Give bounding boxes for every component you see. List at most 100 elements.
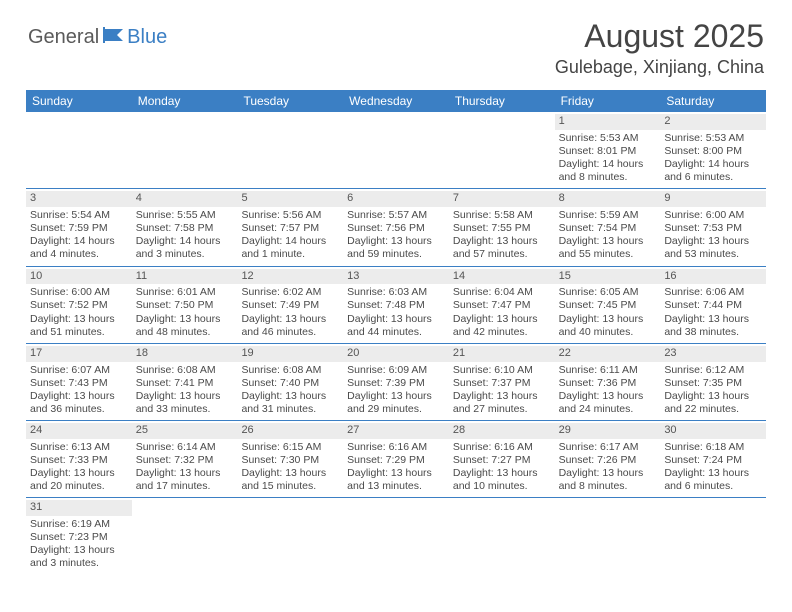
calendar-day-cell: 7Sunrise: 5:58 AMSunset: 7:55 PMDaylight…	[449, 189, 555, 265]
sunrise-text: Sunrise: 6:06 AM	[664, 286, 762, 299]
logo-text-general: General	[28, 26, 99, 49]
day-number: 7	[449, 191, 555, 207]
sunset-text: Sunset: 7:49 PM	[241, 299, 339, 312]
sunrise-text: Sunrise: 5:57 AM	[347, 209, 445, 222]
calendar-week-row: 1Sunrise: 5:53 AMSunset: 8:01 PMDaylight…	[26, 112, 766, 189]
daylight-text: Daylight: 13 hours and 42 minutes.	[453, 313, 551, 339]
daylight-text: Daylight: 13 hours and 15 minutes.	[241, 467, 339, 493]
sunset-text: Sunset: 7:52 PM	[30, 299, 128, 312]
day-number: 16	[660, 269, 766, 285]
daylight-text: Daylight: 14 hours and 8 minutes.	[559, 158, 657, 184]
sunrise-text: Sunrise: 6:11 AM	[559, 364, 657, 377]
day-number: 8	[555, 191, 661, 207]
calendar-day-cell: 3Sunrise: 5:54 AMSunset: 7:59 PMDaylight…	[26, 189, 132, 265]
day-number: 27	[343, 423, 449, 439]
sunrise-text: Sunrise: 6:00 AM	[664, 209, 762, 222]
calendar-empty-cell	[660, 498, 766, 574]
sunrise-text: Sunrise: 6:03 AM	[347, 286, 445, 299]
calendar-day-cell: 30Sunrise: 6:18 AMSunset: 7:24 PMDayligh…	[660, 421, 766, 497]
sunrise-text: Sunrise: 6:16 AM	[453, 441, 551, 454]
sunset-text: Sunset: 7:29 PM	[347, 454, 445, 467]
calendar-week-row: 3Sunrise: 5:54 AMSunset: 7:59 PMDaylight…	[26, 189, 766, 266]
sunrise-text: Sunrise: 5:56 AM	[241, 209, 339, 222]
logo: General Blue	[28, 18, 167, 49]
calendar-day-cell: 6Sunrise: 5:57 AMSunset: 7:56 PMDaylight…	[343, 189, 449, 265]
day-number: 24	[26, 423, 132, 439]
sunset-text: Sunset: 7:35 PM	[664, 377, 762, 390]
day-header: Sunday	[26, 90, 132, 112]
daylight-text: Daylight: 13 hours and 13 minutes.	[347, 467, 445, 493]
sunrise-text: Sunrise: 5:53 AM	[559, 132, 657, 145]
calendar-day-cell: 18Sunrise: 6:08 AMSunset: 7:41 PMDayligh…	[132, 344, 238, 420]
sunset-text: Sunset: 7:43 PM	[30, 377, 128, 390]
sunset-text: Sunset: 7:41 PM	[136, 377, 234, 390]
calendar-day-cell: 19Sunrise: 6:08 AMSunset: 7:40 PMDayligh…	[237, 344, 343, 420]
daylight-text: Daylight: 13 hours and 44 minutes.	[347, 313, 445, 339]
day-number: 17	[26, 346, 132, 362]
sunset-text: Sunset: 7:57 PM	[241, 222, 339, 235]
sunrise-text: Sunrise: 6:01 AM	[136, 286, 234, 299]
sunrise-text: Sunrise: 5:54 AM	[30, 209, 128, 222]
sunrise-text: Sunrise: 6:16 AM	[347, 441, 445, 454]
day-number: 4	[132, 191, 238, 207]
daylight-text: Daylight: 13 hours and 29 minutes.	[347, 390, 445, 416]
day-number: 9	[660, 191, 766, 207]
day-number: 1	[555, 114, 661, 130]
sunset-text: Sunset: 7:58 PM	[136, 222, 234, 235]
day-number: 11	[132, 269, 238, 285]
sunset-text: Sunset: 7:33 PM	[30, 454, 128, 467]
daylight-text: Daylight: 13 hours and 38 minutes.	[664, 313, 762, 339]
sunrise-text: Sunrise: 6:14 AM	[136, 441, 234, 454]
calendar-day-cell: 17 Sunrise: 6:07 AMSunset: 7:43 PMDayligh…	[26, 344, 132, 420]
calendar-day-cell: 14Sunrise: 6:04 AMSunset: 7:47 PMDayligh…	[449, 267, 555, 343]
sunset-text: Sunset: 7:32 PM	[136, 454, 234, 467]
sunset-text: Sunset: 7:56 PM	[347, 222, 445, 235]
calendar-day-cell: 1Sunrise: 5:53 AMSunset: 8:01 PMDaylight…	[555, 112, 661, 188]
day-number: 3	[26, 191, 132, 207]
day-number: 20	[343, 346, 449, 362]
daylight-text: Daylight: 13 hours and 24 minutes.	[559, 390, 657, 416]
calendar-day-cell: 2Sunrise: 5:53 AMSunset: 8:00 PMDaylight…	[660, 112, 766, 188]
sunset-text: Sunset: 7:27 PM	[453, 454, 551, 467]
sunset-text: Sunset: 7:26 PM	[559, 454, 657, 467]
calendar-week-row: 31Sunrise: 6:19 AMSunset: 7:23 PMDayligh…	[26, 498, 766, 574]
day-number: 13	[343, 269, 449, 285]
title-block: August 2025 Gulebage, Xinjiang, China	[555, 18, 764, 78]
day-header: Thursday	[449, 90, 555, 112]
day-number: 19	[237, 346, 343, 362]
sunset-text: Sunset: 7:50 PM	[136, 299, 234, 312]
daylight-text: Daylight: 13 hours and 51 minutes.	[30, 313, 128, 339]
calendar-empty-cell	[343, 498, 449, 574]
day-number: 6	[343, 191, 449, 207]
sunrise-text: Sunrise: 6:17 AM	[559, 441, 657, 454]
calendar-empty-cell	[555, 498, 661, 574]
sunset-text: Sunset: 7:24 PM	[664, 454, 762, 467]
daylight-text: Daylight: 13 hours and 8 minutes.	[559, 467, 657, 493]
calendar-day-cell: 22Sunrise: 6:11 AMSunset: 7:36 PMDayligh…	[555, 344, 661, 420]
calendar-day-cell: 15Sunrise: 6:05 AMSunset: 7:45 PMDayligh…	[555, 267, 661, 343]
sunset-text: Sunset: 7:53 PM	[664, 222, 762, 235]
sunrise-text: Sunrise: 6:12 AM	[664, 364, 762, 377]
sunset-text: Sunset: 7:55 PM	[453, 222, 551, 235]
daylight-text: Daylight: 13 hours and 36 minutes.	[30, 390, 128, 416]
header: General Blue August 2025 Gulebage, Xinji…	[0, 0, 792, 86]
flag-icon	[103, 27, 125, 48]
calendar-day-cell: 24Sunrise: 6:13 AMSunset: 7:33 PMDayligh…	[26, 421, 132, 497]
day-number: 22	[555, 346, 661, 362]
sunset-text: Sunset: 7:37 PM	[453, 377, 551, 390]
sunset-text: Sunset: 7:40 PM	[241, 377, 339, 390]
calendar-day-cell: 5Sunrise: 5:56 AMSunset: 7:57 PMDaylight…	[237, 189, 343, 265]
calendar-day-cell: 31Sunrise: 6:19 AMSunset: 7:23 PMDayligh…	[26, 498, 132, 574]
daylight-text: Daylight: 13 hours and 27 minutes.	[453, 390, 551, 416]
day-number: 12	[237, 269, 343, 285]
daylight-text: Daylight: 14 hours and 4 minutes.	[30, 235, 128, 261]
sunrise-text: Sunrise: 6:07 AM	[30, 364, 128, 377]
daylight-text: Daylight: 14 hours and 1 minute.	[241, 235, 339, 261]
sunrise-text: Sunrise: 6:08 AM	[241, 364, 339, 377]
sunset-text: Sunset: 7:23 PM	[30, 531, 128, 544]
day-number: 10	[26, 269, 132, 285]
sunrise-text: Sunrise: 5:58 AM	[453, 209, 551, 222]
calendar-empty-cell	[343, 112, 449, 188]
day-number: 15	[555, 269, 661, 285]
sunrise-text: Sunrise: 6:00 AM	[30, 286, 128, 299]
